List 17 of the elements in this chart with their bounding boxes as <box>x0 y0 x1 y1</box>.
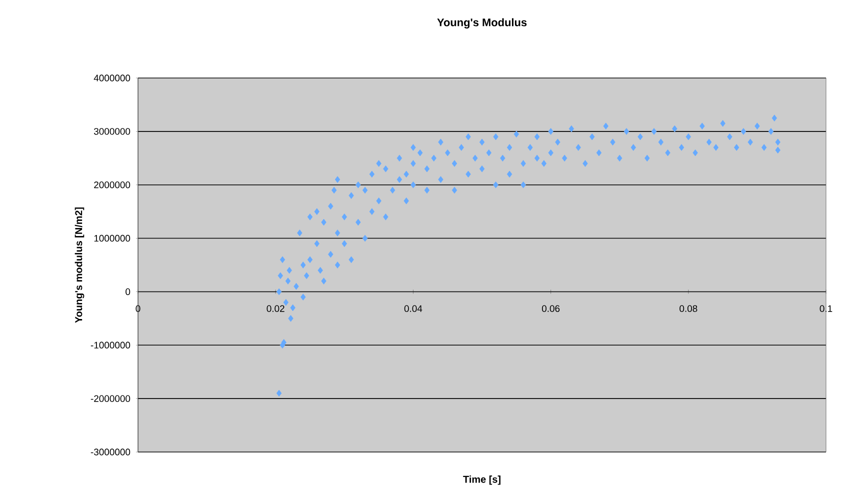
y-tick-label: 0 <box>126 288 130 296</box>
x-tick-label: 0.1 <box>820 305 832 312</box>
y-tick-label: -3000000 <box>90 448 130 456</box>
y-tick-label: 3000000 <box>94 128 130 135</box>
y-tick-label: -2000000 <box>90 395 130 402</box>
x-tick-label: 0.04 <box>404 305 422 312</box>
x-axis-title: Time [s] <box>463 476 500 485</box>
x-tick-label: 0 <box>136 305 140 312</box>
x-tick-label: 0.02 <box>266 305 284 312</box>
x-tick-label: 0.06 <box>542 305 560 312</box>
y-tick-label: 1000000 <box>94 234 130 242</box>
y-tick-label: 4000000 <box>94 74 130 82</box>
y-axis-title: Young's modulus [N/m2] <box>74 207 84 323</box>
y-tick-label: 2000000 <box>94 182 130 188</box>
chart-title: Young's Modulus <box>437 18 527 29</box>
x-tick-label: 0.08 <box>680 305 698 312</box>
y-tick-label: -1000000 <box>90 342 130 348</box>
